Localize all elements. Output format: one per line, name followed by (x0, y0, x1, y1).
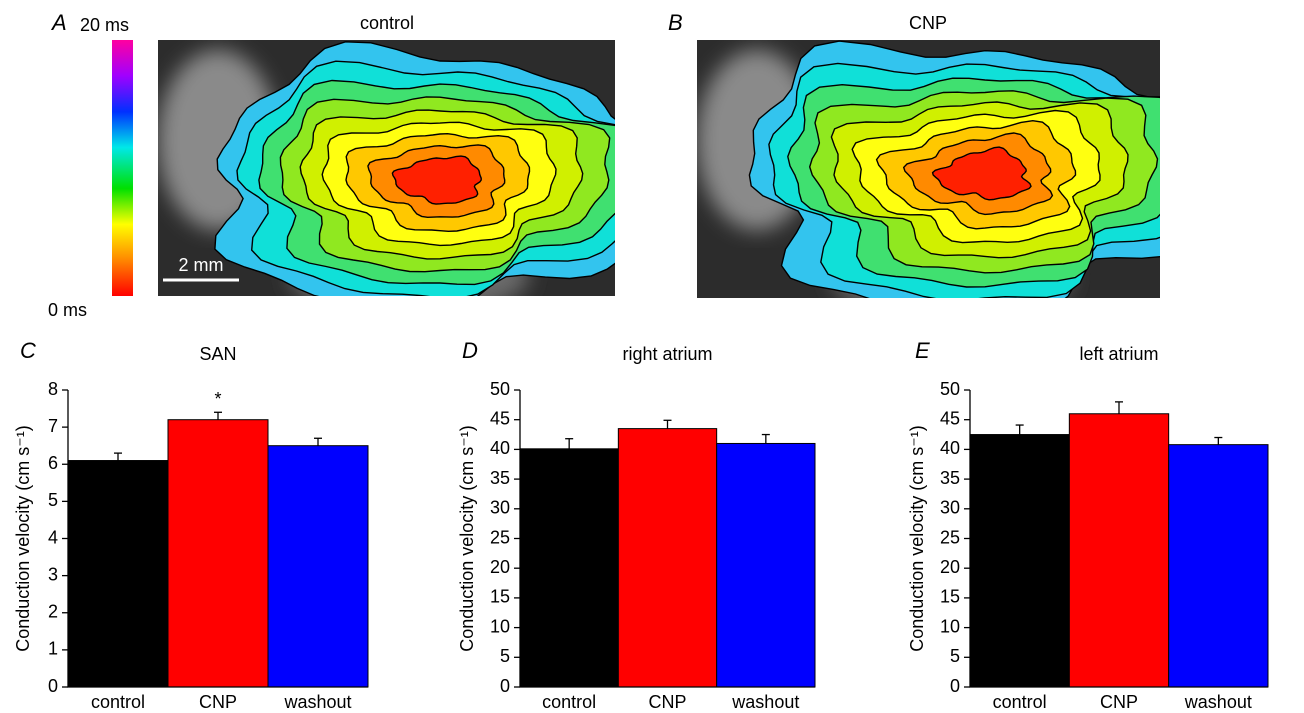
x-tick-label: washout (1184, 692, 1252, 712)
y-tick-label: 15 (490, 587, 510, 607)
x-tick-label: CNP (199, 692, 237, 712)
bar (168, 420, 268, 687)
bar (1069, 414, 1168, 687)
y-tick-label: 30 (490, 498, 510, 518)
activation-map (158, 40, 706, 316)
map-title: CNP (909, 13, 947, 33)
y-tick-label: 6 (48, 453, 58, 473)
y-tick-label: 35 (490, 468, 510, 488)
x-tick-label: control (542, 692, 596, 712)
bar (970, 435, 1069, 687)
panel-letter: B (668, 10, 683, 35)
y-tick-label: 4 (48, 527, 58, 547)
annotation: * (214, 389, 221, 409)
y-tick-label: 3 (48, 564, 58, 584)
y-tick-label: 7 (48, 416, 58, 436)
y-tick-label: 20 (490, 557, 510, 577)
y-tick-label: 50 (490, 379, 510, 399)
y-tick-label: 5 (500, 646, 510, 666)
y-tick-label: 45 (490, 408, 510, 428)
chart-title: left atrium (1079, 344, 1158, 364)
y-axis-label: Conduction velocity (cm s⁻¹) (907, 425, 927, 652)
map-title: control (360, 13, 414, 33)
y-tick-label: 10 (490, 616, 510, 636)
panel-letter: E (915, 338, 930, 363)
panel-b: B CNP (668, 10, 1259, 318)
y-tick-label: 15 (940, 587, 960, 607)
bar (268, 446, 368, 687)
y-tick-label: 5 (950, 646, 960, 666)
y-tick-label: 25 (490, 527, 510, 547)
colorbar (112, 40, 133, 296)
x-tick-label: washout (283, 692, 351, 712)
bar (1169, 445, 1268, 687)
colorbar-min: 0 ms (48, 300, 87, 320)
x-tick-label: control (993, 692, 1047, 712)
bar (717, 443, 815, 687)
y-tick-label: 40 (490, 438, 510, 458)
y-tick-label: 30 (940, 498, 960, 518)
y-tick-label: 10 (940, 616, 960, 636)
y-tick-label: 20 (940, 557, 960, 577)
y-tick-label: 40 (940, 438, 960, 458)
y-tick-label: 0 (48, 676, 58, 696)
colorbar-max: 20 ms (80, 15, 129, 35)
x-tick-label: CNP (1100, 692, 1138, 712)
y-tick-label: 1 (48, 639, 58, 659)
y-tick-label: 2 (48, 602, 58, 622)
y-tick-label: 0 (500, 676, 510, 696)
panel-letter: A (50, 10, 67, 35)
panel-a: A 20 ms 0 ms control 2 mm (48, 10, 706, 320)
activation-map (697, 40, 1259, 318)
chart-title: SAN (199, 344, 236, 364)
x-tick-label: washout (731, 692, 799, 712)
y-tick-label: 35 (940, 468, 960, 488)
figure: A 20 ms 0 ms control 2 mm B CNP C SAN Cond… (0, 0, 1304, 713)
y-tick-label: 8 (48, 379, 58, 399)
y-tick-label: 5 (48, 490, 58, 510)
y-tick-label: 50 (940, 379, 960, 399)
bar (68, 461, 168, 687)
chart-title: right atrium (622, 344, 712, 364)
y-axis-label: Conduction velocity (cm s⁻¹) (457, 425, 477, 652)
y-tick-label: 25 (940, 527, 960, 547)
scale-bar-label: 2 mm (179, 255, 224, 275)
y-tick-label: 0 (950, 676, 960, 696)
bar (520, 449, 618, 687)
panel-letter: C (20, 338, 36, 363)
panel-letter: D (462, 338, 478, 363)
y-axis-label: Conduction velocity (cm s⁻¹) (13, 425, 33, 652)
x-tick-label: control (91, 692, 145, 712)
y-tick-label: 45 (940, 408, 960, 428)
x-tick-label: CNP (648, 692, 686, 712)
bar (618, 429, 716, 687)
